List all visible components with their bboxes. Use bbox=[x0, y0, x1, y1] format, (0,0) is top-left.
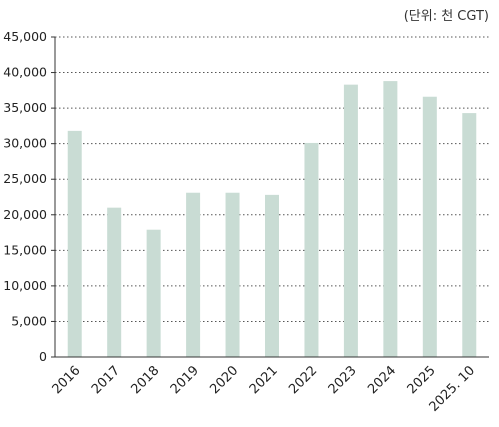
bar bbox=[107, 207, 122, 357]
unit-label: (단위: 천 CGT) bbox=[403, 9, 489, 24]
x-tick-label: 2025 bbox=[405, 363, 439, 397]
bar bbox=[146, 229, 161, 357]
x-tick-label: 2022 bbox=[286, 363, 320, 397]
y-tick-label: 45,000 bbox=[3, 29, 47, 44]
x-tick-label: 2016 bbox=[50, 363, 84, 397]
x-tick-label: 2023 bbox=[326, 363, 360, 397]
bar bbox=[343, 84, 358, 358]
y-tick-label: 15,000 bbox=[3, 242, 47, 257]
y-tick-label: 5,000 bbox=[11, 313, 47, 328]
y-tick-label: 40,000 bbox=[3, 65, 47, 80]
x-tick-label: 2020 bbox=[207, 363, 241, 397]
bar bbox=[462, 113, 477, 357]
y-tick-label: 30,000 bbox=[3, 136, 47, 151]
y-tick-label: 20,000 bbox=[3, 207, 47, 222]
bar bbox=[304, 142, 319, 357]
bar bbox=[225, 192, 240, 357]
x-tick-label: 2019 bbox=[168, 363, 202, 397]
y-tick-label: 25,000 bbox=[3, 171, 47, 186]
bar bbox=[383, 81, 398, 357]
x-tick-label: 2017 bbox=[89, 363, 123, 397]
bar bbox=[67, 130, 82, 357]
y-tick-label: 0 bbox=[39, 349, 47, 364]
bar bbox=[186, 192, 201, 357]
bar bbox=[422, 96, 437, 357]
x-tick-label: 2021 bbox=[247, 363, 281, 397]
x-tick-label: 2018 bbox=[128, 363, 162, 397]
x-tick-label: 2024 bbox=[365, 363, 399, 397]
bar bbox=[265, 194, 279, 357]
y-tick-label: 10,000 bbox=[3, 278, 47, 293]
y-tick-label: 35,000 bbox=[3, 100, 47, 115]
